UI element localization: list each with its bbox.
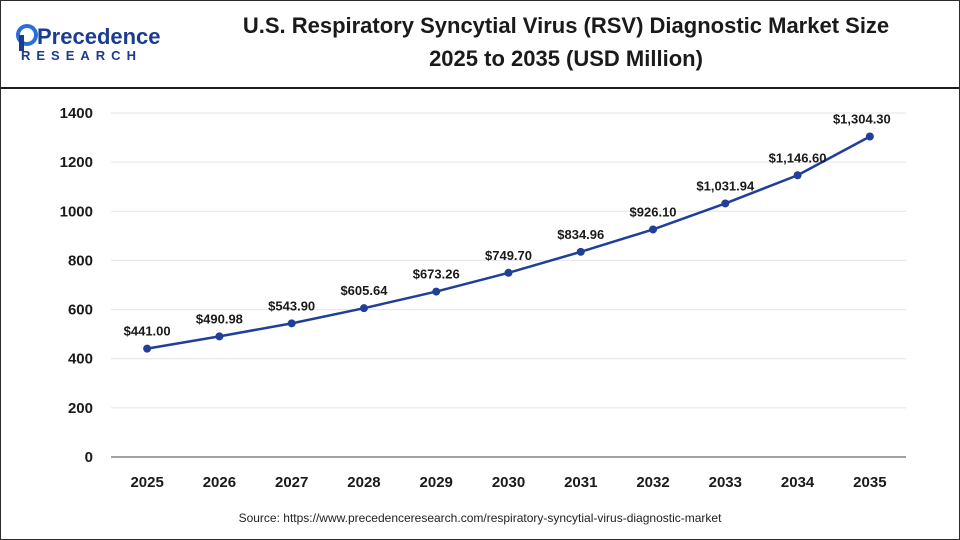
data-point (504, 268, 513, 277)
data-point (287, 319, 296, 328)
x-tick-label: 2035 (853, 474, 886, 491)
data-point (865, 132, 874, 141)
header: Precedence RESEARCH U.S. Respiratory Syn… (1, 1, 959, 89)
data-label: $543.90 (268, 298, 315, 313)
data-label: $605.64 (340, 283, 388, 298)
source-link[interactable]: https://www.precedenceresearch.com/respi… (283, 511, 722, 525)
x-tick-label: 2027 (275, 474, 308, 491)
data-label: $1,031.94 (696, 178, 755, 193)
x-tick-label: 2026 (203, 474, 236, 491)
data-point (215, 332, 224, 341)
x-tick-label: 2034 (781, 474, 815, 491)
y-tick-label: 1400 (60, 105, 93, 122)
x-tick-label: 2030 (492, 474, 525, 491)
x-tick-label: 2031 (564, 474, 597, 491)
x-tick-label: 2032 (636, 474, 669, 491)
chart-title-line-1: U.S. Respiratory Syncytial Virus (RSV) D… (242, 13, 890, 38)
data-point (432, 287, 441, 296)
data-label: $834.96 (557, 227, 604, 242)
y-tick-label: 600 (68, 302, 93, 319)
series-line (146, 135, 871, 350)
precedence-research-logo: Precedence RESEARCH (16, 24, 161, 63)
data-point (143, 344, 152, 353)
y-tick-label: 1000 (60, 203, 93, 220)
x-tick-label: 2028 (347, 474, 380, 491)
data-label: $926.10 (630, 204, 677, 219)
logo-word-top: Precedence (37, 24, 161, 49)
data-point (359, 304, 368, 313)
data-point (793, 171, 802, 180)
data-label: $673.26 (413, 267, 460, 282)
logo-word-bottom: RESEARCH (21, 48, 142, 63)
y-tick-label: 200 (68, 400, 93, 417)
data-point (721, 199, 730, 208)
y-tick-label: 400 (68, 351, 93, 368)
x-tick-label: 2029 (420, 474, 453, 491)
x-axis-ticks: 2025 2026 2027 2028 2029 2030 2031 2032 2033 2034… (130, 474, 886, 491)
source-note: Source: https://www.precedenceresearch.c… (1, 511, 959, 525)
y-tick-label: 1200 (60, 154, 93, 171)
data-point (576, 247, 585, 256)
data-label: $1,304.30 (833, 112, 891, 127)
x-tick-label: 2025 (130, 474, 163, 491)
y-tick-label: 800 (68, 252, 93, 269)
chart-title-line-2: 2025 to 2035 (USD Million) (429, 46, 703, 71)
y-tick-label: 0 (85, 449, 93, 466)
chart-title: U.S. Respiratory Syncytial Virus (RSV) D… (181, 9, 951, 75)
data-label: $490.98 (196, 311, 243, 326)
data-label: $1,146.60 (769, 150, 827, 165)
series-layer: $441.00 $490.98 $543.90 $605.64 $673.26 $749.… (124, 112, 891, 353)
logo-mark-icon (16, 24, 38, 51)
data-point (649, 225, 658, 234)
data-label: $749.70 (485, 248, 532, 263)
y-axis-ticks: 0 200 400 600 800 1000 1200 1400 (60, 105, 93, 466)
x-tick-label: 2033 (709, 474, 742, 491)
data-label: $441.00 (124, 324, 171, 339)
source-prefix: Source: (238, 511, 284, 525)
gridlines (111, 112, 906, 409)
